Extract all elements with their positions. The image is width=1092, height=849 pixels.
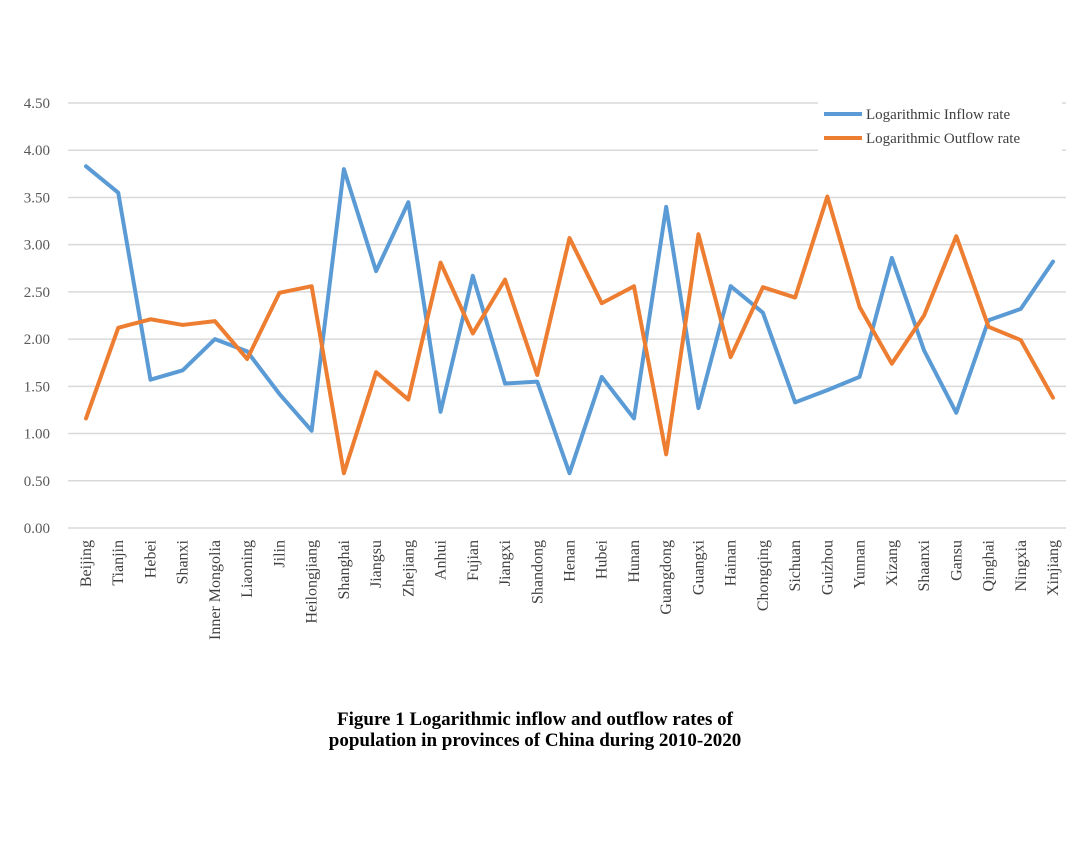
x-tick-label: Fujian	[465, 540, 482, 581]
x-tick-label: Xinjiang	[1045, 540, 1062, 596]
y-tick-label: 1.00	[24, 427, 50, 443]
y-tick-label: 2.50	[24, 285, 50, 301]
x-tick-label: Qinghai	[981, 539, 998, 591]
x-tick-label: Sichuan	[787, 540, 804, 592]
x-tick-label: Anhui	[433, 539, 450, 580]
x-tick-label: Guangxi	[690, 539, 707, 595]
x-tick-label: Chongqing	[755, 540, 772, 611]
x-tick-label: Hainan	[723, 540, 740, 586]
figure-caption-line-2: population in provinces of China during …	[328, 730, 742, 751]
x-tick-label: Zhejiang	[400, 540, 417, 597]
x-tick-label: Shanxi	[175, 539, 192, 584]
x-tick-label: Jiangsu	[368, 540, 385, 588]
x-tick-label: Jilin	[271, 540, 288, 568]
x-tick-label: Xizang	[884, 540, 901, 586]
x-tick-label: Guizhou	[819, 540, 836, 595]
y-tick-label: 1.50	[24, 379, 50, 395]
legend-box	[818, 100, 1062, 152]
series-line-inflow	[84, 164, 1055, 476]
x-tick-label: Jiangxi	[497, 539, 514, 586]
y-tick-label: 3.00	[24, 238, 50, 254]
y-tick-label: 0.00	[24, 521, 50, 537]
x-tick-label: Hunan	[626, 540, 643, 583]
y-tick-label: 0.50	[24, 474, 50, 490]
x-tick-label: Shanghai	[336, 539, 353, 599]
y-tick-label: 4.00	[24, 143, 50, 159]
x-tick-label: Guangdong	[658, 540, 675, 615]
x-tick-label: Liaoning	[239, 540, 256, 598]
x-tick-label: Beijing	[78, 540, 95, 587]
y-tick-label: 4.50	[24, 96, 50, 112]
x-tick-label: Heilongjiang	[304, 540, 321, 624]
x-tick-label: Hebei	[142, 539, 159, 578]
legend-label: Logarithmic Inflow rate	[866, 107, 1010, 123]
x-tick-label: Ningxia	[1013, 540, 1030, 592]
x-tick-label: Gansu	[948, 540, 965, 581]
x-tick-label: Tianjin	[110, 540, 127, 586]
x-tick-label: Shandong	[529, 540, 546, 604]
line-chart: 0.00 0.50 1.00 1.50 2.00 2.50 3.00 3.50 4.00 4.50…	[24, 96, 1066, 640]
x-tick-label: Henan	[562, 540, 579, 582]
y-tick-label: 3.50	[24, 190, 50, 206]
x-tick-label: Shaanxi	[916, 539, 933, 591]
figure-caption-line-1: Figure 1 Logarithmic inflow and outflow …	[337, 709, 733, 730]
legend-label: Logarithmic Outflow rate	[866, 131, 1020, 147]
x-tick-label: Yunnan	[852, 540, 869, 589]
y-tick-label: 2.00	[24, 332, 50, 348]
x-tick-label: Hubei	[594, 539, 611, 579]
x-tick-label: Inner Mongolia	[207, 540, 224, 640]
